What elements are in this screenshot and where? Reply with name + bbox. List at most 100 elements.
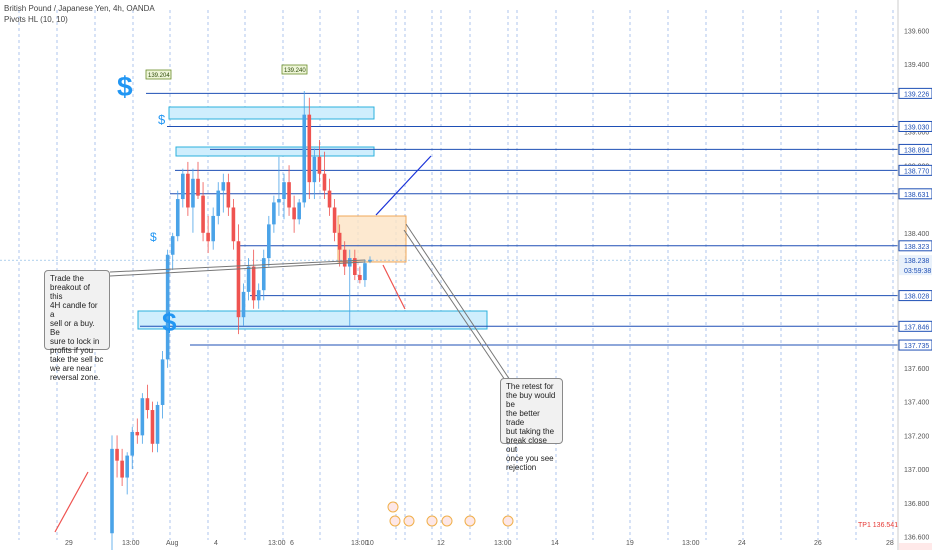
y-tick-label: 136.800 (904, 501, 929, 508)
candle-body (322, 173, 327, 191)
pivot-label-box (281, 64, 308, 75)
event-marker-icon (403, 515, 415, 527)
x-tick-label: 24 (738, 540, 746, 547)
candle-body (246, 266, 251, 292)
level-tag (898, 164, 932, 176)
level-tag-label: 138.323 (904, 244, 929, 251)
candle-body (155, 404, 160, 444)
candle-body (120, 460, 124, 478)
candle-body (358, 275, 362, 281)
dollar-icon: $ (117, 71, 133, 102)
candle-body (140, 398, 145, 436)
candle-body (231, 207, 236, 242)
candle-body (125, 455, 129, 478)
event-marker-icon (464, 515, 476, 527)
candle-body (221, 182, 226, 191)
note-right[interactable]: The retest for the buy would be the bett… (500, 378, 563, 472)
symbol-title: British Pound / Japanese Yen, 4h, OANDA (4, 4, 155, 13)
candle-body (170, 236, 175, 255)
level-tag (898, 240, 932, 252)
x-tick-label: 29 (65, 540, 73, 547)
candle-body (277, 199, 281, 203)
level-tag-label: 138.028 (904, 294, 929, 301)
candle-body (165, 254, 170, 360)
candle-body (267, 224, 271, 259)
y-tick-label: 137.200 (904, 433, 929, 440)
buy-projection-line (375, 155, 432, 216)
y-tick-label: 138.400 (904, 231, 929, 238)
dollar-icon: $ (150, 230, 157, 244)
x-tick-label: 13:00 (351, 540, 369, 547)
x-tick-label: 10 (366, 540, 374, 547)
event-marker-icon (441, 515, 453, 527)
drawings: $ $ $ $139.204 139.240 TP1 136.541 (54, 64, 898, 533)
dollar-icon: $ (162, 307, 177, 337)
level-tag (898, 320, 932, 332)
level-tag-label: 137.846 (904, 324, 929, 331)
candle-body (327, 190, 332, 208)
candle-body (337, 232, 342, 250)
candle-body (191, 178, 195, 208)
pivot-label-box (145, 69, 172, 80)
resistance-zone (175, 146, 375, 157)
candle-body (211, 215, 215, 242)
trend-line (54, 471, 89, 533)
event-marker-icon (426, 515, 438, 527)
pivot-label: 139.204 (148, 73, 170, 79)
candle-body (110, 448, 114, 534)
candle-body (368, 259, 372, 262)
session-grid (18, 10, 894, 540)
x-tick-label: 6 (290, 540, 294, 547)
candle-body (216, 190, 221, 216)
note-left[interactable]: Trade the breakout of this 4H candle for… (44, 270, 110, 382)
candle-body (363, 263, 367, 281)
y-tick-label: 137.000 (904, 467, 929, 474)
candle-body (241, 291, 246, 318)
candle-body (342, 249, 347, 267)
event-marker-icon (387, 501, 399, 513)
x-tick-label: 13:00 (494, 540, 512, 547)
candle-body (201, 195, 205, 233)
candle-body (332, 207, 337, 233)
candle-body (317, 156, 322, 174)
y-tick-label: 136.600 (904, 535, 929, 542)
level-tag (898, 290, 932, 302)
candle-body (297, 202, 301, 220)
candle-body (145, 398, 150, 411)
candle-body (282, 182, 286, 200)
candle-body (181, 173, 185, 200)
y-tick-label: 139.600 (904, 28, 929, 35)
x-tick-label: 13:00 (122, 540, 140, 547)
level-tag-label: 138.631 (904, 192, 929, 199)
candle-body (135, 431, 140, 436)
candle-body (287, 182, 291, 208)
y-tick-label: 137.400 (904, 400, 929, 407)
candle-body (226, 182, 231, 208)
x-tick-label: 4 (214, 540, 218, 547)
candle-body (206, 232, 210, 242)
level-tag (898, 143, 932, 155)
countdown-label: 03:59:38 (904, 268, 931, 275)
y-tick-label: 137.600 (904, 366, 929, 373)
level-tag (898, 87, 932, 99)
candle-body (307, 114, 312, 183)
level-tag-label: 138.770 (904, 168, 929, 175)
tp-tag (899, 543, 932, 550)
candle-body (150, 410, 155, 444)
candle-body (353, 258, 357, 275)
x-tick-label: 26 (814, 540, 822, 547)
y-tick-label: 139.000 (904, 130, 929, 137)
x-tick-label: 13:00 (682, 540, 700, 547)
candle-body (236, 241, 241, 318)
resistance-zone (168, 106, 375, 120)
candle-body (292, 207, 296, 220)
zones (137, 106, 488, 330)
level-tag-label: 138.894 (904, 147, 929, 154)
note-leader-line (109, 259, 366, 273)
level-tag (898, 339, 932, 351)
price-levels (0, 92, 898, 346)
current-price-tag (899, 255, 932, 276)
candle-body (312, 156, 317, 183)
